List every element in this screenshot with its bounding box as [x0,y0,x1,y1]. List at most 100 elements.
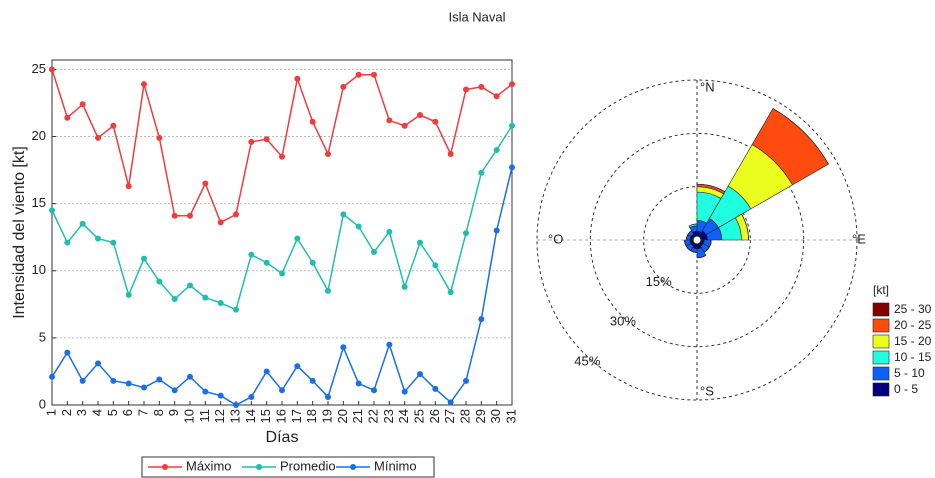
x-tick-label: 19 [319,409,334,423]
y-tick-label: 10 [32,262,46,277]
point [217,219,224,226]
point [233,402,239,408]
x-tick-label: 5 [105,409,120,416]
legend-swatch [872,318,890,333]
point [509,81,515,88]
point [386,341,393,348]
legend-swatch [872,302,890,317]
x-tick-label: 25 [411,409,426,423]
x-tick-label: 8 [151,409,166,416]
point [294,75,301,82]
point [401,388,408,395]
point [49,373,55,380]
point [371,71,377,78]
point [263,368,270,375]
point [171,212,178,219]
point [171,295,178,302]
x-tick-label: 1 [43,409,58,416]
ring [536,79,858,401]
plot-frame [51,59,513,406]
y-tick-label: 20 [32,128,46,143]
x-tick-label: 3 [74,409,89,416]
point [463,377,469,384]
point [401,283,408,290]
point [325,287,331,294]
direction-label: °S [700,383,714,398]
ring-label: 15% [646,274,672,289]
rose-segment [709,239,712,248]
point [309,259,316,266]
legend-swatch [872,350,890,365]
legend-label: 20 - 25 [894,318,932,332]
legend-label: 15 - 20 [894,334,932,348]
direction-label: °O [548,231,563,246]
legend-swatch [872,366,890,381]
legend-label: Mínimo [374,458,417,473]
point [171,387,178,394]
legend-title: [kt] [873,283,889,297]
point [202,388,209,395]
ring-label: 45% [574,353,600,368]
point [125,183,132,190]
x-tick-label: 22 [365,409,380,423]
direction-label: °E [852,231,866,246]
x-tick-label: 23 [381,409,396,423]
point [509,122,515,129]
point [233,306,239,313]
ring-label: 30% [610,314,636,329]
point [447,399,454,406]
x-tick-label: 17 [289,409,304,423]
point [417,112,423,119]
point [493,146,500,153]
point [279,153,285,160]
x-tick-label: 14 [243,409,258,423]
x-tick-label: 27 [442,409,457,423]
center-hole [692,235,702,245]
point [187,212,193,219]
point [248,251,255,258]
point [309,118,316,125]
legend-label: 5 - 10 [894,366,925,380]
point [156,376,163,383]
rose-segment [696,255,707,259]
point [95,134,101,141]
x-tick-label: 30 [488,409,503,423]
x-tick-label: 4 [89,409,104,416]
legend-marker [350,464,356,470]
legend-marker [256,464,262,470]
legend-box [141,456,435,478]
point [49,66,55,73]
point [417,371,423,378]
rose-segment [688,223,698,227]
point [110,122,117,129]
direction-label: °N [700,79,715,94]
x-tick-label: 16 [273,409,288,423]
point [509,164,515,171]
y-tick-label: 5 [39,329,46,344]
point [493,227,500,234]
figure-title: Isla Naval [448,9,505,24]
rose-segment [690,250,698,253]
x-tick-label: 15 [258,409,273,423]
x-axis-label: Días [266,429,299,446]
point [110,377,117,384]
x-tick-label: 26 [427,409,442,423]
point [156,278,163,285]
point [141,255,147,262]
ring [589,132,805,348]
point [432,118,439,125]
point [125,291,132,298]
point [447,289,454,296]
x-tick-label: 28 [457,409,472,423]
x-tick-label: 13 [227,409,242,423]
point [95,235,101,242]
legend-label: Promedio [280,458,336,473]
x-tick-label: 11 [197,409,212,423]
point [187,282,193,289]
point [64,349,71,356]
point [432,262,439,269]
legend-swatch [872,382,890,397]
point [478,169,485,176]
point [64,114,71,121]
legend-label: 10 - 15 [894,350,932,364]
